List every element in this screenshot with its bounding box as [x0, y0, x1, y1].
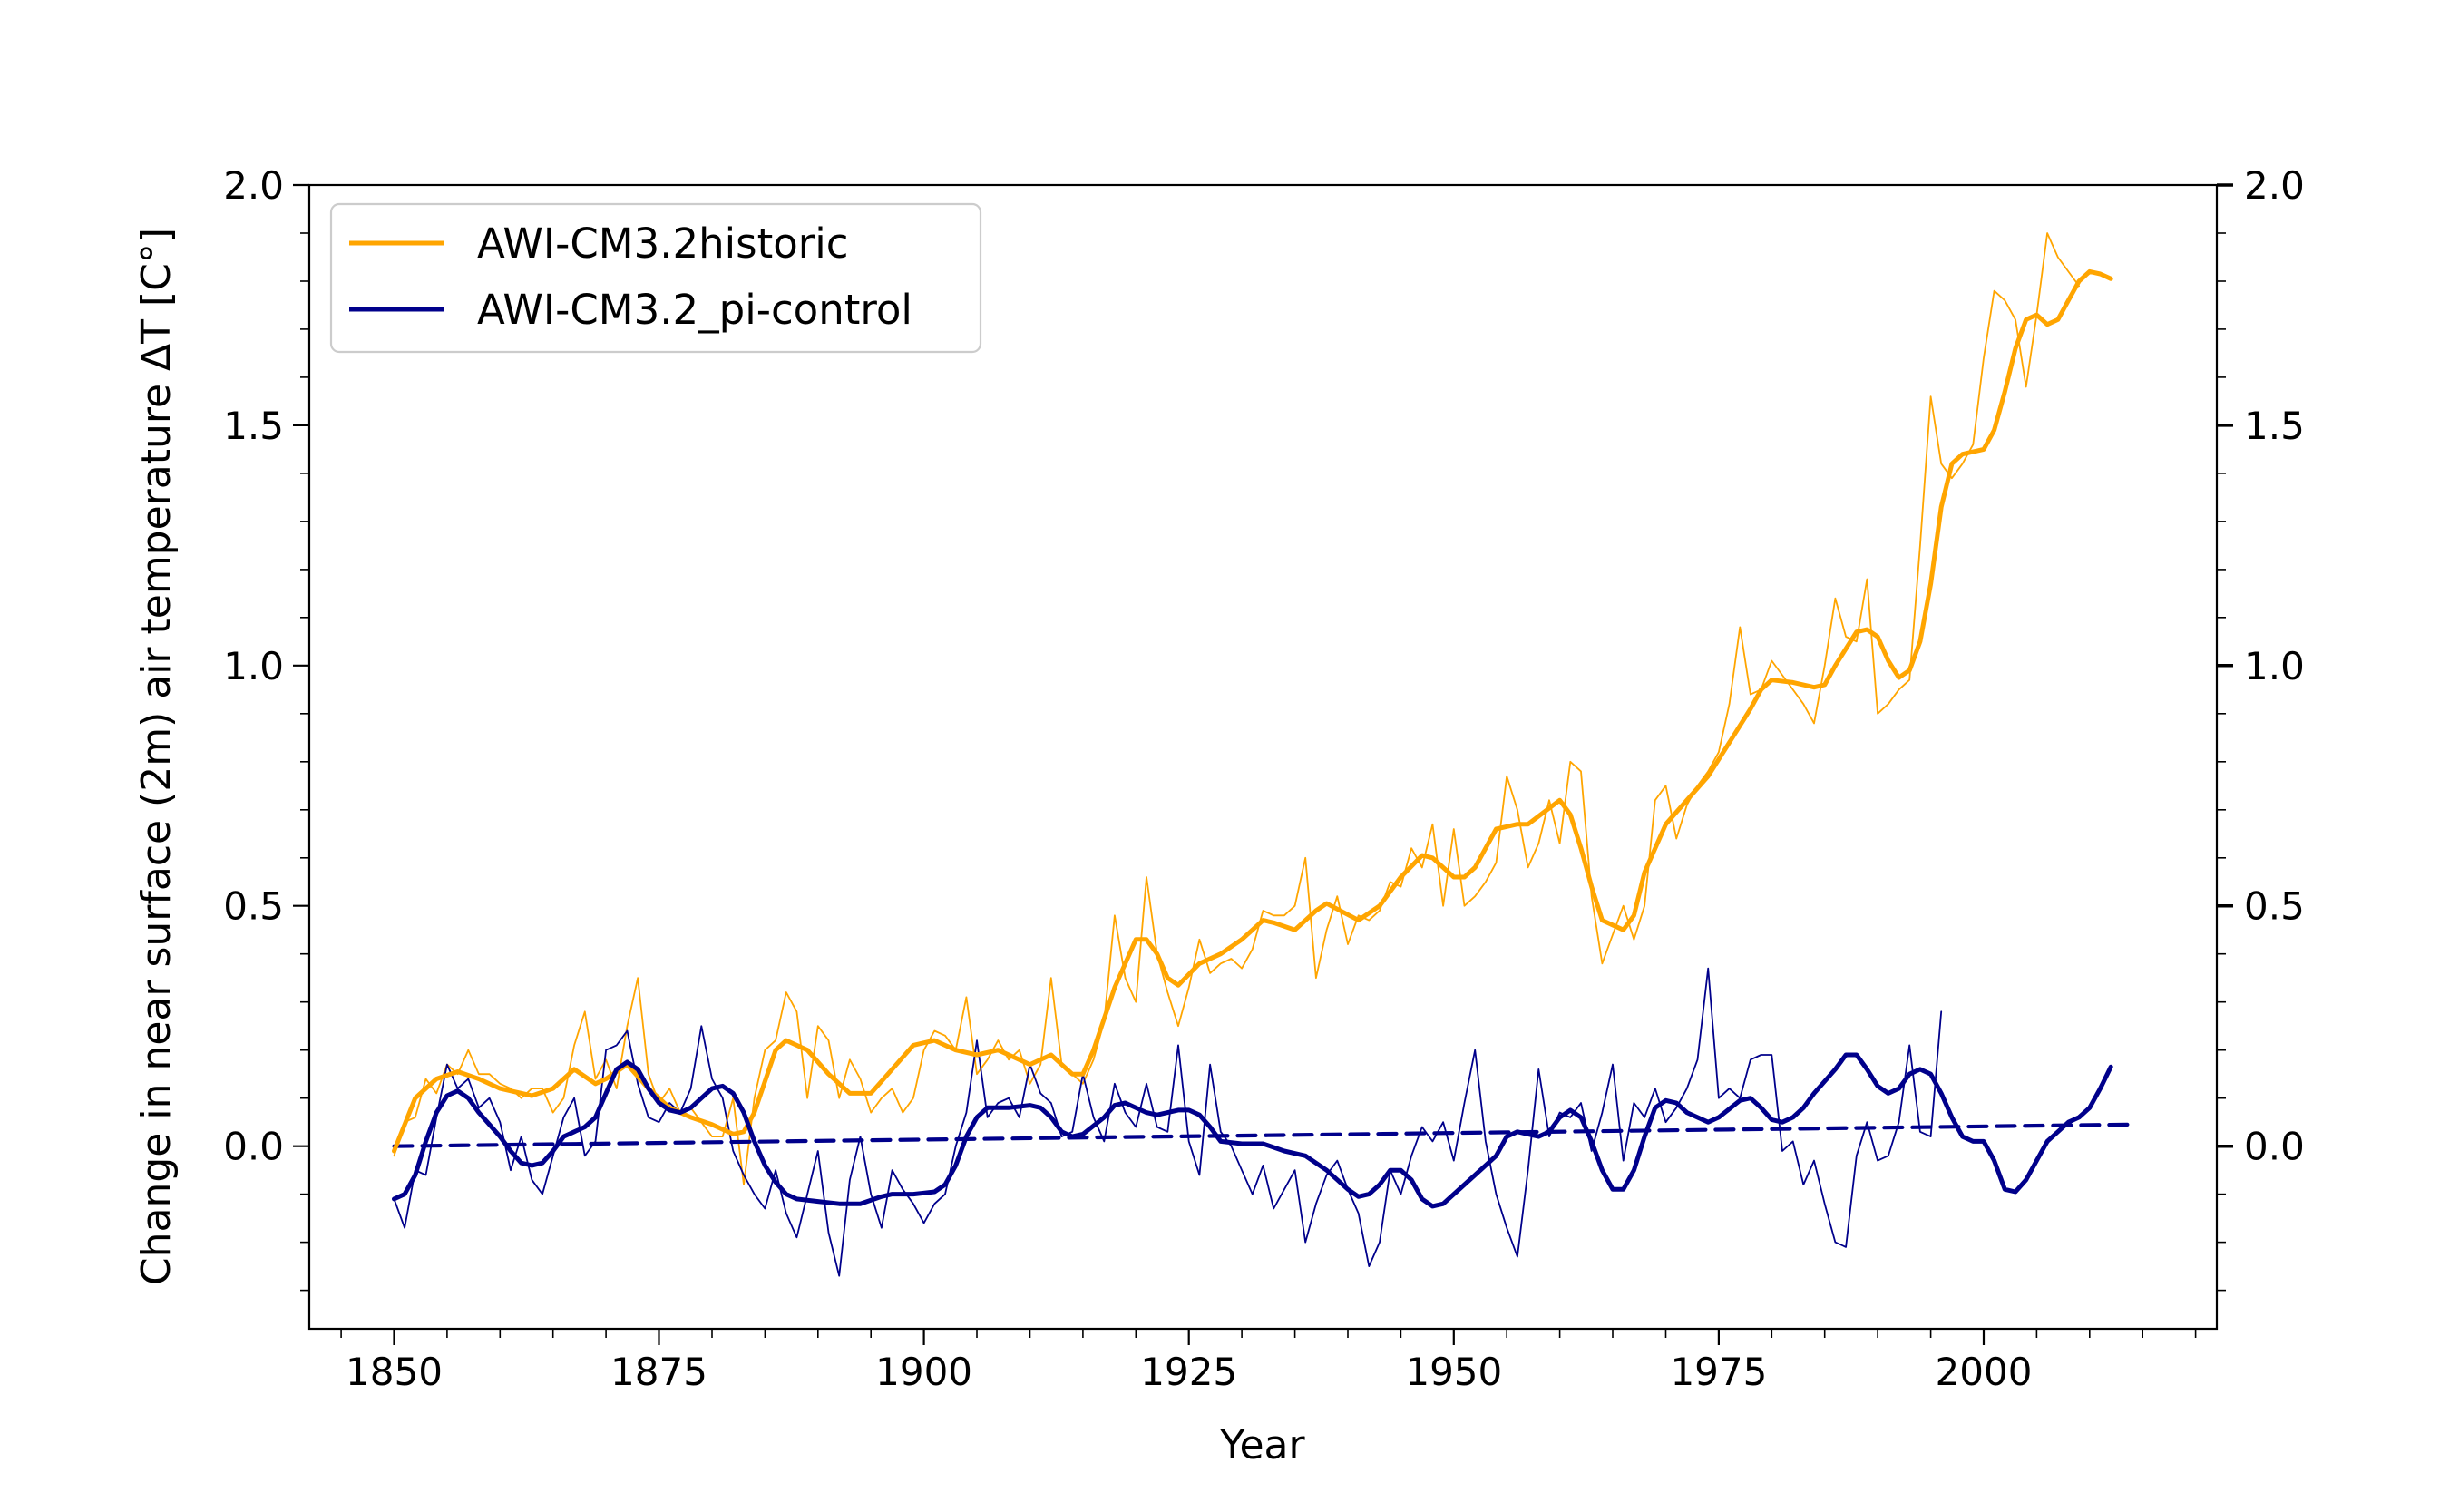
legend-frame	[329, 202, 982, 354]
y-tick-label-left: 2.0	[223, 163, 284, 208]
x-tick-label: 1950	[1405, 1350, 1502, 1394]
legend-label-picontrol: AWI-CM3.2_pi-control	[477, 286, 912, 334]
y-tick-label-right: 1.0	[2244, 644, 2305, 688]
y-axis-label: Change in near surface (2m) air temperat…	[133, 228, 180, 1285]
x-tick-label: 2000	[1936, 1350, 2033, 1394]
y-tick-label-left: 1.0	[223, 644, 284, 688]
x-tick-label: 1925	[1140, 1350, 1237, 1394]
series-line-awi-cm3-2historic-smoothed	[392, 268, 2113, 1154]
x-tick-label: 1975	[1670, 1350, 1767, 1394]
legend: AWI-CM3.2historic AWI-CM3.2_pi-control	[329, 202, 982, 354]
legend-label-historic: AWI-CM3.2historic	[477, 219, 849, 268]
series-layer	[392, 232, 2134, 1277]
y-tick-label-left: 1.5	[223, 404, 284, 448]
series-line-awi-cm3-2-pi-control	[393, 967, 1943, 1277]
series-line-awi-cm3-2historic	[393, 232, 2080, 1185]
x-tick-label: 1850	[346, 1350, 443, 1394]
ticks-layer: 1850 1875 1900 1925 1950 1975 2000 0.0 0.5 1.0 1.5…	[223, 163, 2305, 1394]
y-tick-label-right: 2.0	[2244, 163, 2305, 208]
series-line-awi-cm3-2-pi-control-smoothed	[392, 1052, 2113, 1209]
x-axis-label: Year	[1219, 1422, 1305, 1468]
x-tick-label: 1875	[610, 1350, 707, 1394]
y-tick-label-right: 0.5	[2244, 884, 2305, 929]
series-line-awi-cm3-2-pi-control-trend	[392, 1122, 2134, 1148]
y-tick-label-right: 1.5	[2244, 404, 2305, 448]
y-tick-label-left: 0.0	[223, 1125, 284, 1169]
plot-area-frame	[307, 183, 2219, 1331]
y-tick-label-left: 0.5	[223, 884, 284, 929]
y-tick-label-right: 0.0	[2244, 1125, 2305, 1169]
x-tick-label: 1900	[875, 1350, 972, 1394]
